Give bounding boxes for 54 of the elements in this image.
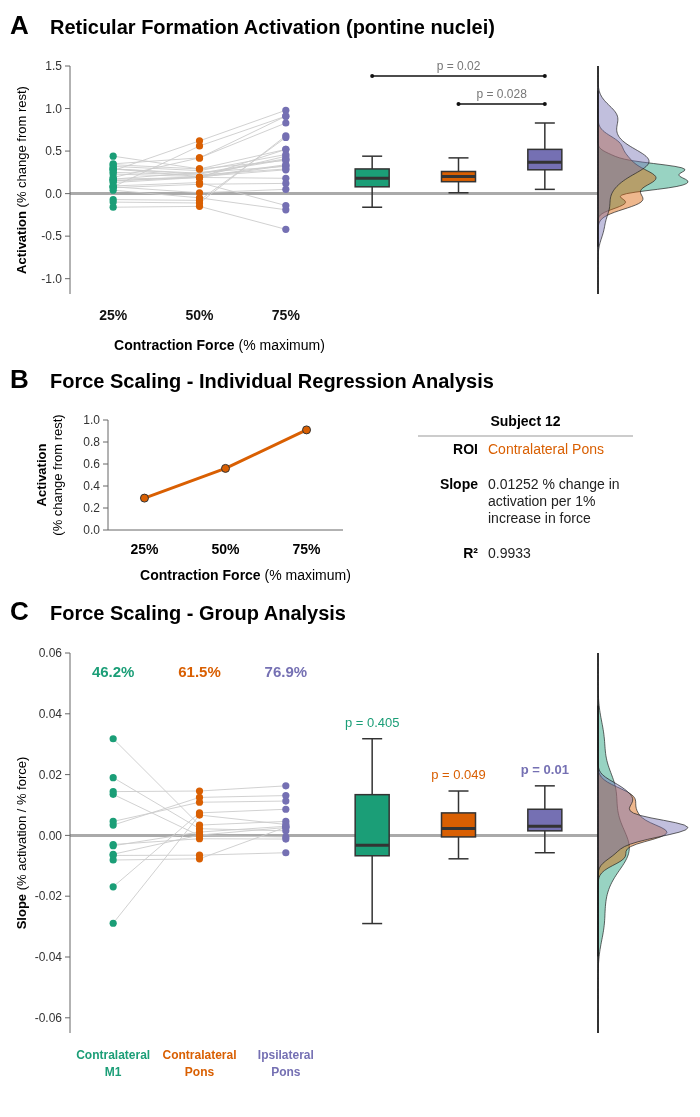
annotation: p = 0.02 [436,59,481,73]
y-tick-label: 0.6 [83,457,101,472]
x-tick-label: Contralateral M1 [76,1048,151,1079]
y-axis-title: Slope (% activation / % force) [14,756,29,930]
y-tick-label: 1.0 [83,413,101,428]
x-tick-label: 75% [271,307,301,323]
x-tick-label: Ipsilateral Pons [257,1048,314,1079]
y-tick-label: -0.06 [34,1011,63,1025]
y-tick-label: 1.5 [45,59,63,74]
x-tick-label: 25% [99,307,128,323]
x-tick-label: Contralateral Pons [162,1048,237,1079]
y-tick-label: 0.0 [45,186,63,201]
y-tick-label: 0.04 [38,707,63,721]
y-tick-label: 0.02 [38,767,63,782]
category-label: R² [463,545,479,561]
y-axis-title: Activation (% change from rest) [14,86,29,274]
annotation: 46.2% [91,663,135,680]
text: 0.9933 [488,545,531,561]
x-tick-label: 50% [211,541,241,557]
annotation: p = 0.049 [431,767,486,783]
y-tick-label: 0.0 [83,523,101,538]
y-tick-label: 0.5 [45,144,63,159]
y-tick-label: -1.0 [41,271,63,286]
chart-title: Reticular Formation Activation (pontine nuclei) [50,16,495,38]
annotation: 61.5% [178,663,221,680]
text: 0.01252 % change in activation per 1% increase in force [488,476,620,526]
annotation: p = 0.405 [344,714,400,730]
y-tick-label: 0.4 [83,479,101,494]
x-tick-label: 25% [130,541,160,557]
text: C [10,596,29,626]
text: Contralateral Pons [488,441,604,457]
chart-title: Force Scaling - Individual Regression Analysis [50,370,494,392]
text: A [10,10,29,40]
y-tick-label: 0.00 [38,828,63,843]
y-axis-title: Activation (% change from rest) [34,414,65,536]
y-tick-label: -0.02 [34,889,63,904]
y-tick-label: 0.2 [83,501,101,516]
category-label: ROI [453,441,478,457]
y-tick-label: -0.5 [41,229,63,244]
category-label: Slope [439,476,479,492]
text: Subject 12 [490,413,561,429]
x-tick-label: 75% [292,541,322,557]
x-axis-title: Contraction Force (% maximum) [114,337,325,353]
y-tick-label: -0.04 [34,950,63,965]
chart-title: Force Scaling - Group Analysis [50,602,346,624]
y-tick-label: 1.0 [45,101,63,116]
annotation: p = 0.01 [520,761,569,777]
x-tick-label: 50% [185,307,215,323]
y-tick-label: 0.06 [38,646,63,661]
x-axis-title: Contraction Force (% maximum) [140,567,351,583]
y-tick-label: 0.8 [83,435,101,450]
annotation: p = 0.028 [476,87,528,101]
text: B [10,364,29,394]
annotation: 76.9% [264,663,308,680]
